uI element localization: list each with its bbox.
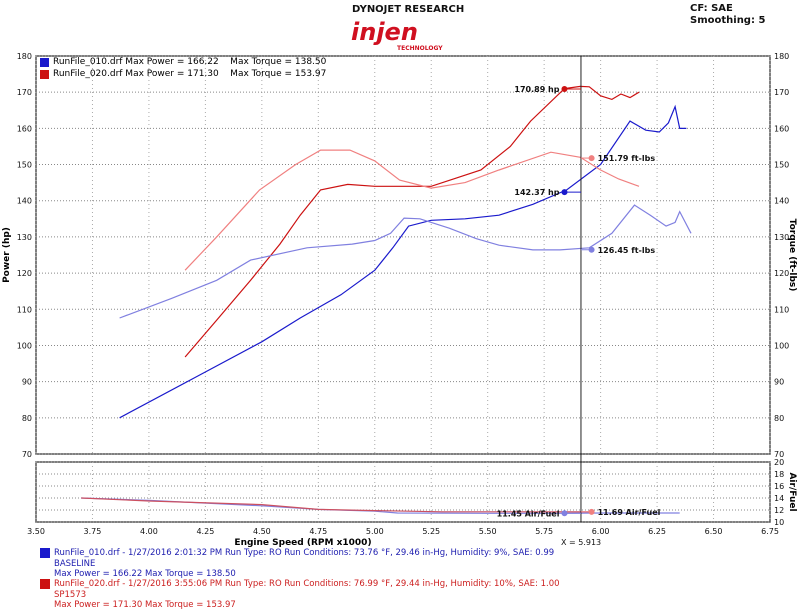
y2-tick-label: 160 xyxy=(774,124,789,133)
injen-logo: injen TECHNOLOGY xyxy=(351,18,443,52)
annotation-3-marker xyxy=(588,246,595,253)
y2-tick-label: 80 xyxy=(774,414,784,423)
afr-series-line-1 xyxy=(81,497,592,513)
svg-text:TECHNOLOGY: TECHNOLOGY xyxy=(397,45,443,52)
afr-tick-label: 14 xyxy=(774,494,784,503)
annotation-2-label: 142.37 hp xyxy=(514,188,559,197)
afr-tick-label: 20 xyxy=(774,458,784,467)
x-tick-label: 4.00 xyxy=(140,527,158,536)
run020-info: RunFile_020.drf - 1/27/2016 3:55:06 PM R… xyxy=(54,579,560,589)
x-tick-label: 4.50 xyxy=(253,527,271,536)
legend-swatch xyxy=(40,70,49,79)
settings-label: CF: SAE Smoothing: 5 xyxy=(690,3,766,26)
series-line-3 xyxy=(119,204,692,319)
series-line-2 xyxy=(184,149,640,271)
annotation-2-marker xyxy=(561,189,568,196)
annotation-0-marker xyxy=(561,85,568,92)
run010-swatch xyxy=(40,548,50,558)
run010-note: BASELINE xyxy=(54,558,96,569)
main-plot-frame xyxy=(35,55,771,455)
header-title: DYNOJET RESEARCH xyxy=(352,4,465,15)
y2-tick-label: 170 xyxy=(774,88,789,97)
x-tick-label: 6.75 xyxy=(761,527,779,536)
annotation-0-label: 170.89 hp xyxy=(514,85,559,94)
run020-max: Max Power = 171.30 Max Torque = 153.97 xyxy=(54,600,236,609)
afr-annotation-0-label: 11.45 Air/Fuel xyxy=(497,509,560,518)
x-tick-label: 3.50 xyxy=(27,527,45,536)
y2-tick-label: 140 xyxy=(774,197,789,206)
y-tick-label: 100 xyxy=(17,341,32,350)
afr-annotation-1-label: 11.69 Air/Fuel xyxy=(598,508,661,517)
x-tick-label: 6.00 xyxy=(592,527,610,536)
afr-axis-label: Air/Fuel xyxy=(787,472,797,511)
svg-text:injen: injen xyxy=(351,18,418,46)
y2-tick-label: 70 xyxy=(774,450,784,459)
x-tick-label: 6.50 xyxy=(705,527,723,536)
y-tick-label: 130 xyxy=(17,233,32,242)
y2-tick-label: 90 xyxy=(774,378,784,387)
run010-info: RunFile_010.drf - 1/27/2016 2:01:32 PM R… xyxy=(54,548,555,558)
y-tick-label: 80 xyxy=(22,414,32,423)
x-tick-label: 4.25 xyxy=(196,527,214,536)
y-tick-label: 170 xyxy=(17,88,32,97)
annotation-1-marker xyxy=(588,155,595,162)
y2-tick-label: 120 xyxy=(774,269,789,278)
y-tick-label: 90 xyxy=(22,378,32,387)
y-tick-label: 140 xyxy=(17,197,32,206)
y-tick-label: 160 xyxy=(17,124,32,133)
legend-text: RunFile_010.drf Max Power = 166.22 Max T… xyxy=(53,57,327,67)
y2-tick-label: 130 xyxy=(774,233,789,242)
y-tick-label: 110 xyxy=(17,305,32,314)
footer-run020: RunFile_020.drf - 1/27/2016 3:55:06 PM R… xyxy=(40,579,560,609)
y2-tick-label: 180 xyxy=(774,52,789,61)
x-tick-label: 6.25 xyxy=(648,527,666,536)
y-tick-label: 70 xyxy=(22,450,32,459)
run020-swatch xyxy=(40,579,50,589)
x-tick-label: 5.25 xyxy=(422,527,440,536)
cursor-label: X = 5.913 xyxy=(561,538,601,547)
legend-entry-run010: RunFile_010.drf Max Power = 166.22 Max T… xyxy=(40,57,326,68)
afr-tick-label: 10 xyxy=(774,518,784,527)
x-tick-label: 3.75 xyxy=(84,527,102,536)
footer-run010: RunFile_010.drf - 1/27/2016 2:01:32 PM R… xyxy=(40,548,554,580)
afr-tick-label: 12 xyxy=(774,506,784,515)
legend-entry-run020: RunFile_020.drf Max Power = 171.30 Max T… xyxy=(40,69,326,80)
afr-tick-label: 18 xyxy=(774,470,784,479)
y-tick-label: 180 xyxy=(17,52,32,61)
x-tick-label: 5.75 xyxy=(535,527,553,536)
legend-text: RunFile_020.drf Max Power = 171.30 Max T… xyxy=(53,69,327,79)
y2-tick-label: 100 xyxy=(774,341,789,350)
y-tick-label: 150 xyxy=(17,161,32,170)
run010-max: Max Power = 166.22 Max Torque = 138.50 xyxy=(54,569,236,579)
y2-tick-label: 110 xyxy=(774,305,789,314)
y2-tick-label: 150 xyxy=(774,161,789,170)
afr-annotation-1-marker xyxy=(588,508,595,515)
y-tick-label: 120 xyxy=(17,269,32,278)
afr-annotation-0-marker xyxy=(561,510,568,517)
y2-axis-label: Torque (ft-lbs) xyxy=(787,219,797,292)
x-tick-label: 4.75 xyxy=(309,527,327,536)
annotation-1-label: 151.79 ft-lbs xyxy=(598,154,656,163)
x-axis-label: Engine Speed (RPM x1000) xyxy=(234,538,371,548)
afr-tick-label: 16 xyxy=(774,482,784,491)
annotation-3-label: 126.45 ft-lbs xyxy=(598,246,656,255)
series-line-0 xyxy=(119,104,687,419)
x-tick-label: 5.00 xyxy=(366,527,384,536)
run020-note: SP1573 xyxy=(54,589,87,600)
x-tick-label: 5.50 xyxy=(479,527,497,536)
series-line-1 xyxy=(184,85,640,358)
y-axis-label: Power (hp) xyxy=(2,227,12,283)
legend-swatch xyxy=(40,58,49,67)
